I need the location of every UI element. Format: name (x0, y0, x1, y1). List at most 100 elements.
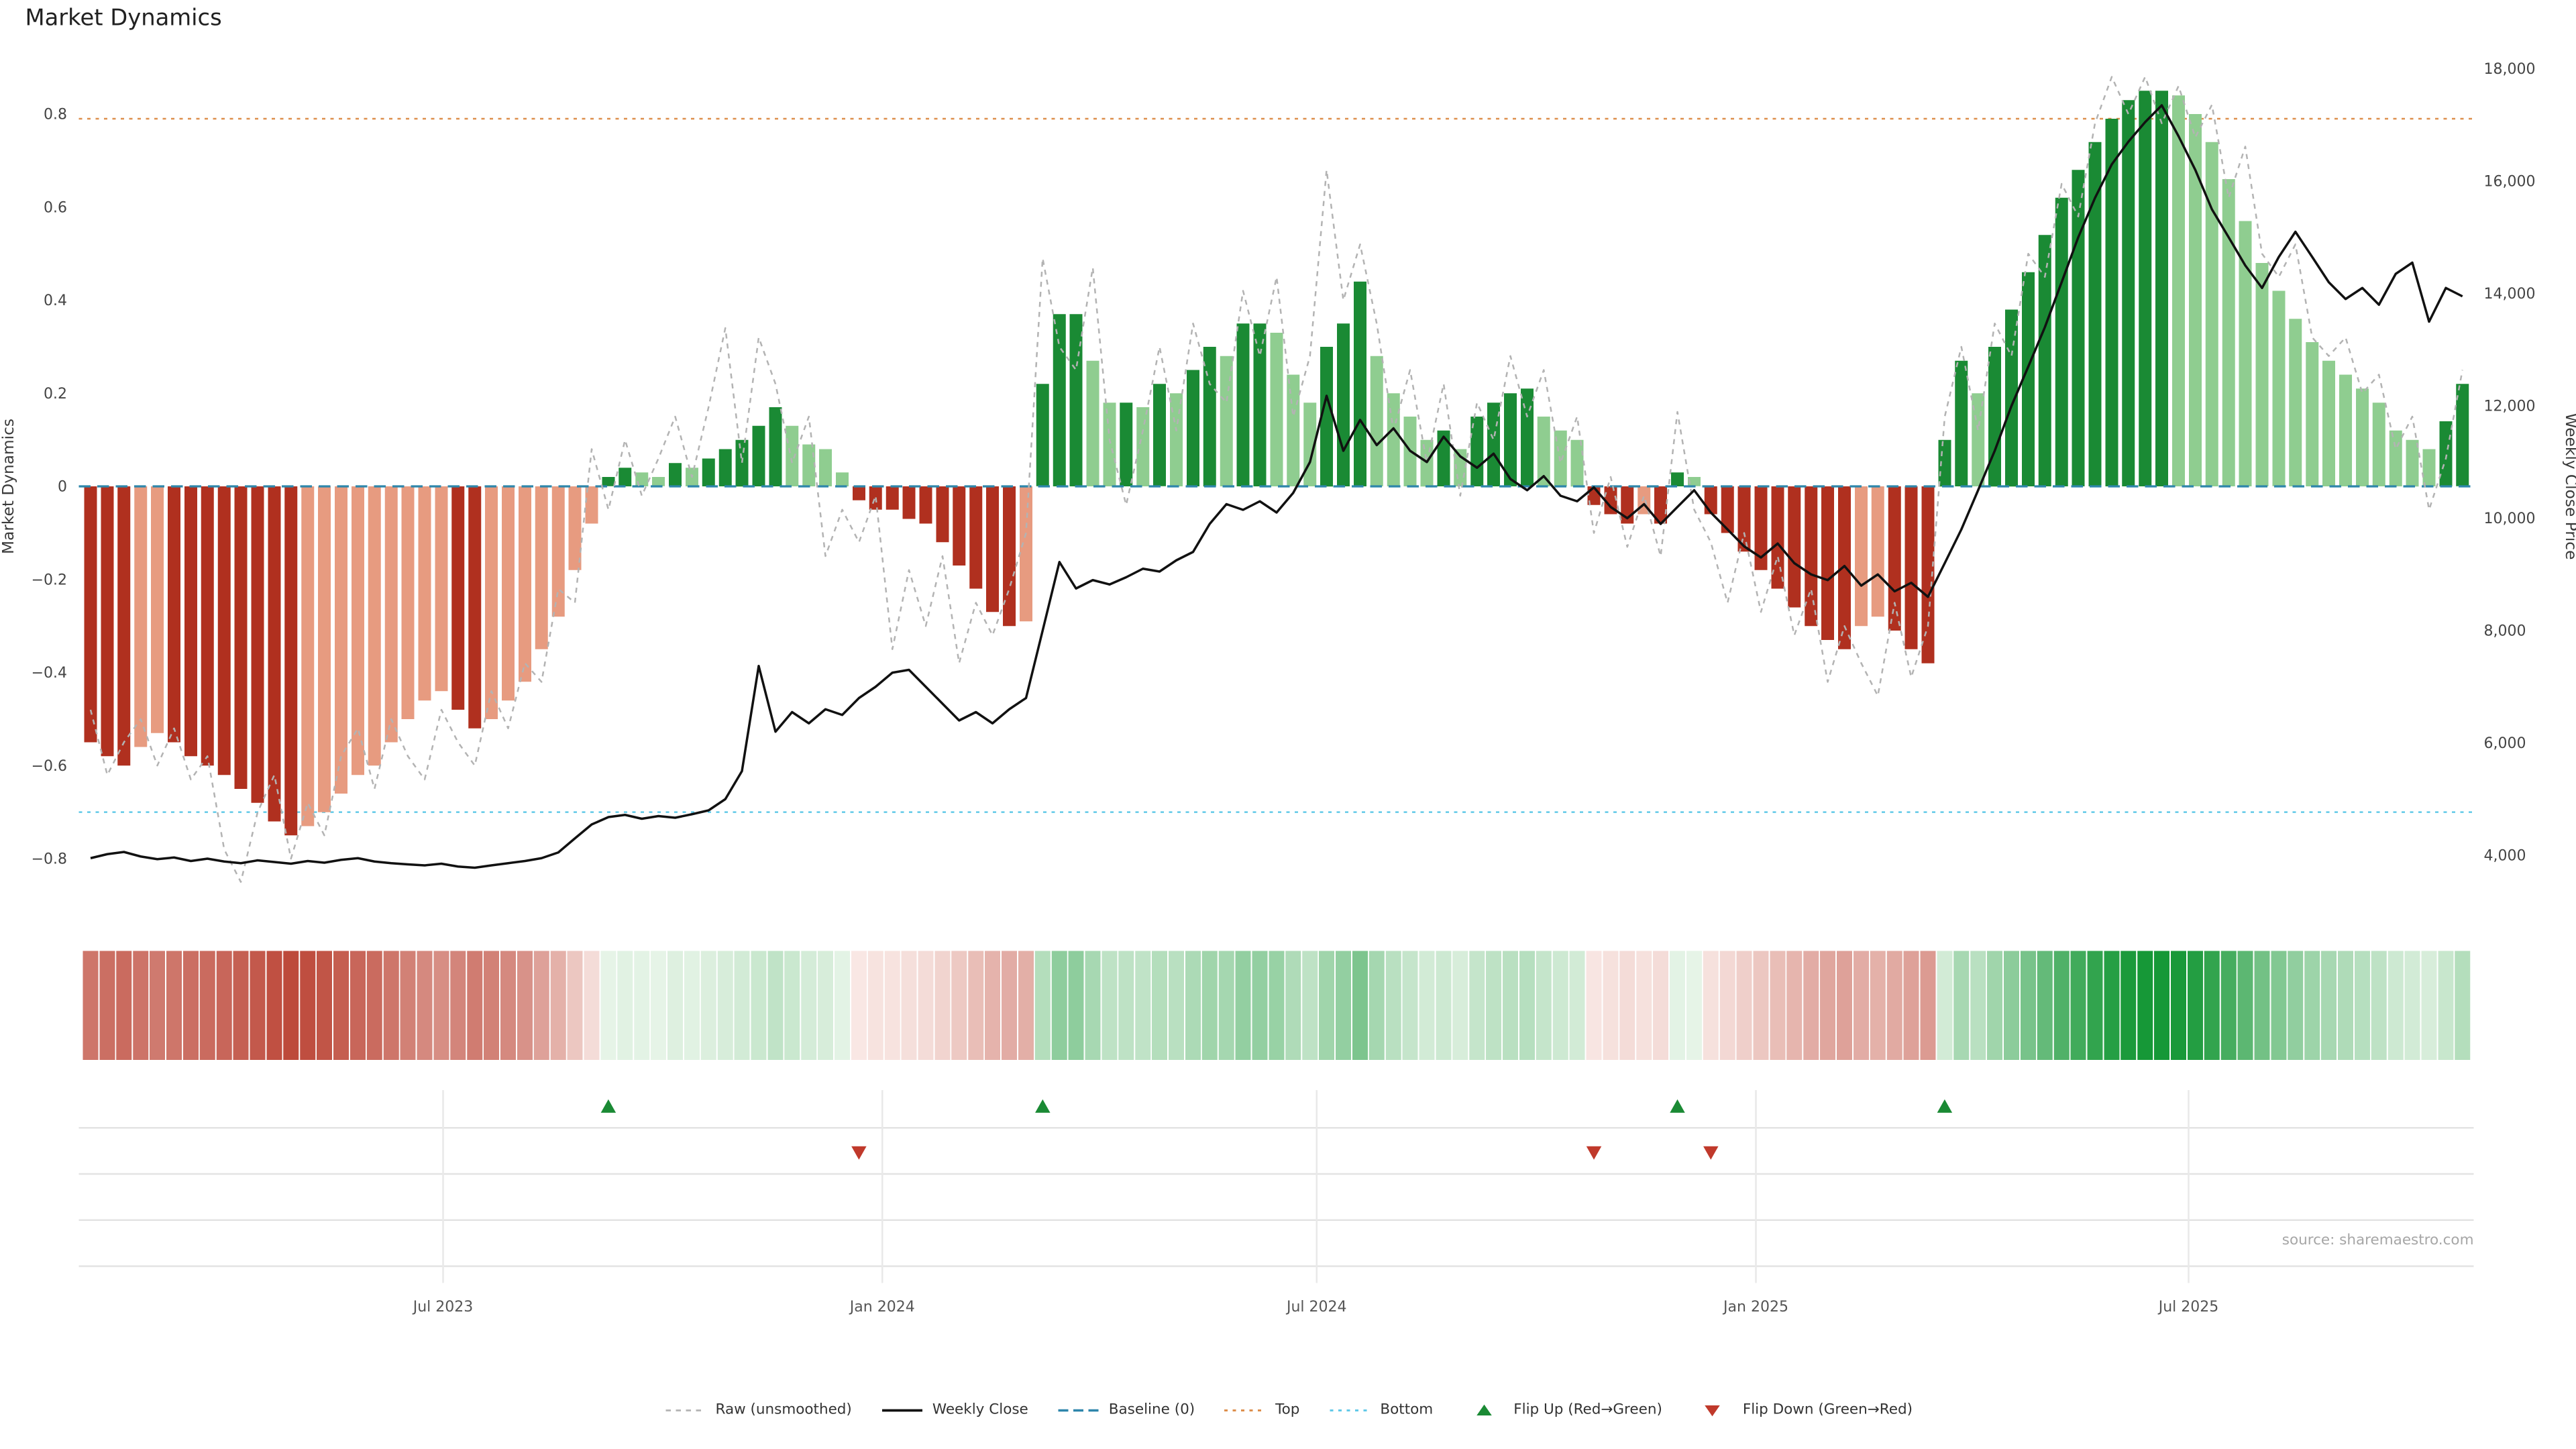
dynamics-bar (902, 486, 916, 519)
right-axis-tick-label: 18,000 (2484, 61, 2536, 78)
heatmap-cell (634, 951, 650, 1060)
dynamics-bar (1504, 393, 1517, 486)
dynamics-bar (1871, 486, 1884, 617)
right-axis-tick-label: 8,000 (2484, 623, 2526, 640)
heatmap-cell (433, 951, 449, 1060)
heatmap-cell (1603, 951, 1619, 1060)
legend-flip_up-icon (1476, 1404, 1491, 1415)
heatmap-cell (1653, 951, 1668, 1060)
legend-item-bottom: Bottom (1328, 1402, 1433, 1419)
dynamics-bar (117, 486, 131, 766)
heatmap-cell (1252, 951, 1268, 1060)
dynamics-bar (1604, 486, 1617, 515)
dynamics-bar (1337, 323, 1350, 486)
heatmap-cell (1051, 951, 1067, 1060)
heatmap-cell (1085, 951, 1101, 1060)
dynamics-bar (1771, 486, 1784, 589)
heatmap-cell (2171, 951, 2186, 1060)
dynamics-bar (2389, 430, 2402, 486)
dynamics-bar (1036, 384, 1049, 486)
heatmap-cell (1619, 951, 1635, 1060)
dynamics-bar (1704, 486, 1717, 515)
heatmap-cell (83, 951, 99, 1060)
legend-label: Weekly Close (932, 1402, 1028, 1419)
dynamics-bar (485, 486, 498, 719)
market-dynamics-chart: Market Dynamics Weekly Close Price 0.80.… (0, 61, 2576, 1316)
heatmap-cell (2104, 951, 2120, 1060)
heatmap-cell (233, 951, 249, 1060)
dynamics-bar (819, 449, 832, 486)
dynamics-bar (969, 486, 983, 589)
heatmap-cell (1837, 951, 1852, 1060)
heatmap-cell (2288, 951, 2304, 1060)
dynamics-bar (2072, 170, 2085, 486)
dynamics-bar (134, 486, 148, 747)
dynamics-bar (184, 486, 197, 757)
heatmap-cell (1319, 951, 1335, 1060)
dynamics-bar (1921, 486, 1935, 663)
flip-down-marker (851, 1146, 867, 1160)
dynamics-bar (2255, 263, 2269, 486)
heatmap-cell (2438, 951, 2454, 1060)
dynamics-bar (217, 486, 231, 775)
heatmap-cell (700, 951, 716, 1060)
dynamics-bar (1570, 439, 1584, 487)
heatmap-cell (1135, 951, 1151, 1060)
legend-flip_down-icon (1705, 1405, 1721, 1417)
dynamics-bar (401, 486, 415, 719)
dynamics-bar (1737, 486, 1751, 552)
heatmap-cell (985, 951, 1000, 1060)
legend-top-swatch (1225, 1409, 1266, 1411)
heatmap-cell (1670, 951, 1685, 1060)
left-axis-tick-label: −0.8 (32, 851, 67, 868)
heatmap-cell (2455, 951, 2471, 1060)
heatmap-cell (1436, 951, 1452, 1060)
heatmap-cell (199, 951, 215, 1060)
right-axis-tick-label: 6,000 (2484, 735, 2526, 752)
heatmap-cell (2338, 951, 2353, 1060)
dynamics-bar (936, 486, 949, 543)
left-axis-tick-label: 0 (58, 479, 67, 496)
dynamics-bar (2239, 221, 2252, 486)
dynamics-bar (986, 486, 999, 612)
heatmap-cell (784, 951, 800, 1060)
heatmap-cell (2070, 951, 2086, 1060)
dynamics-bar (1136, 407, 1150, 486)
legend-baseline-swatch (1058, 1409, 1099, 1412)
dynamics-bar (2189, 114, 2202, 486)
weekly-close-line (90, 104, 2463, 869)
dynamics-bar (1688, 477, 1701, 486)
heatmap-cell (1569, 951, 1585, 1060)
heatmap-cell (1736, 951, 1752, 1060)
heatmap-cell (2387, 951, 2404, 1060)
heatmap-cell (533, 951, 549, 1060)
heatmap-cell (818, 951, 833, 1060)
dynamics-bar (502, 486, 515, 701)
dynamics-bar (335, 486, 347, 794)
legend-label: Raw (unsmoothed) (715, 1402, 852, 1419)
heatmap-cell (1970, 951, 1986, 1060)
heatmap-cell (250, 951, 266, 1060)
dynamics-bar (2105, 119, 2118, 486)
dynamics-bar (619, 468, 632, 486)
dynamics-bar (301, 486, 315, 826)
dynamics-bar (1053, 314, 1066, 486)
heatmap-cell (1686, 951, 1702, 1060)
dynamics-bar (885, 486, 899, 510)
dynamics-bar (1287, 374, 1300, 486)
heatmap-cell (2220, 951, 2237, 1060)
heatmap-cell (1018, 951, 1034, 1060)
heatmap-cell (1235, 951, 1251, 1060)
heatmap-cell (918, 951, 934, 1060)
heatmap-cell (934, 951, 951, 1060)
heatmap-cell (450, 951, 466, 1060)
heatmap-cell (333, 951, 349, 1060)
dynamics-bar (2422, 449, 2436, 486)
heatmap-cell (2355, 951, 2370, 1060)
heatmap-cell (734, 951, 750, 1060)
dynamics-bar (635, 472, 649, 486)
heatmap-cell (867, 951, 883, 1060)
page-title: Market Dynamics (25, 5, 222, 32)
legend-item-flip_down: Flip Down (Green→Red) (1690, 1402, 1913, 1419)
heatmap-cell (484, 951, 499, 1060)
